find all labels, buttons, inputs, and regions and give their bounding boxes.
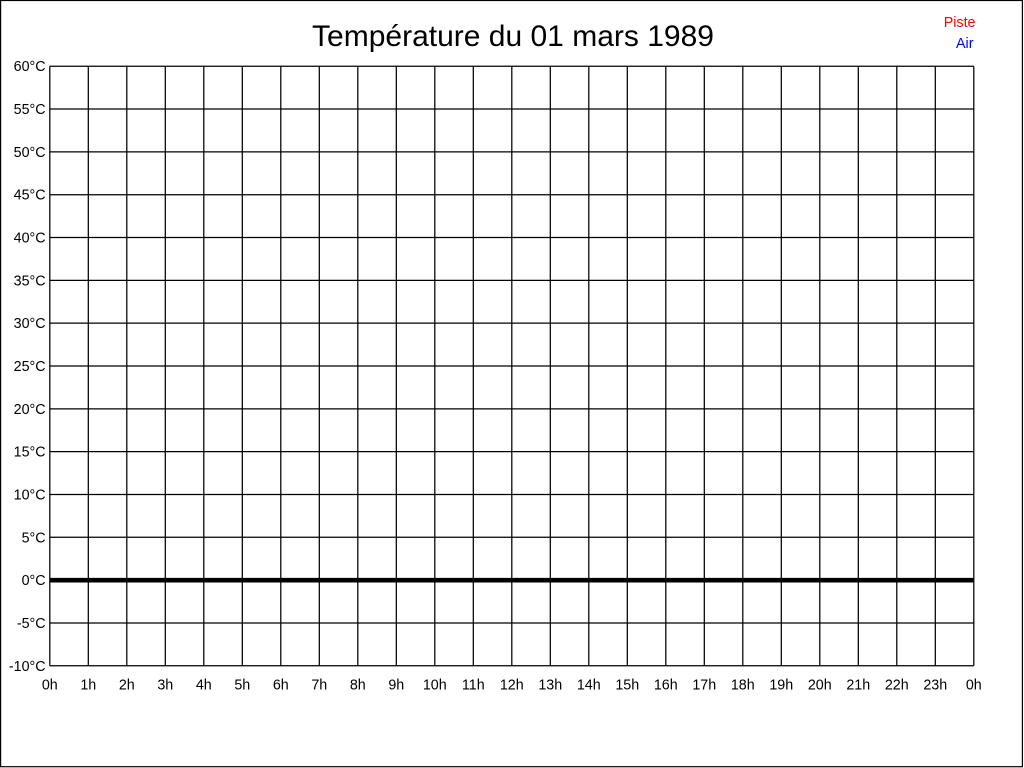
svg-text:23h: 23h bbox=[923, 677, 947, 693]
svg-text:5h: 5h bbox=[234, 677, 250, 693]
svg-text:10h: 10h bbox=[423, 677, 447, 693]
svg-text:-10°C: -10°C bbox=[9, 659, 46, 675]
svg-text:0h: 0h bbox=[42, 677, 58, 693]
svg-text:16h: 16h bbox=[654, 677, 678, 693]
svg-text:55°C: 55°C bbox=[14, 102, 46, 118]
svg-text:15h: 15h bbox=[615, 677, 639, 693]
svg-text:19h: 19h bbox=[769, 677, 793, 693]
svg-text:-5°C: -5°C bbox=[17, 616, 46, 632]
svg-text:21h: 21h bbox=[846, 677, 870, 693]
svg-text:25°C: 25°C bbox=[14, 359, 46, 375]
svg-text:0h: 0h bbox=[966, 677, 982, 693]
svg-text:Piste: Piste bbox=[944, 15, 976, 31]
svg-text:12h: 12h bbox=[500, 677, 524, 693]
svg-text:1h: 1h bbox=[80, 677, 96, 693]
svg-text:5°C: 5°C bbox=[22, 530, 46, 546]
svg-text:0°C: 0°C bbox=[22, 573, 46, 589]
svg-text:11h: 11h bbox=[462, 677, 485, 693]
svg-text:Température du 01 mars 1989: Température du 01 mars 1989 bbox=[312, 20, 714, 53]
svg-text:30°C: 30°C bbox=[14, 316, 46, 332]
svg-text:60°C: 60°C bbox=[14, 59, 46, 75]
svg-text:8h: 8h bbox=[350, 677, 366, 693]
svg-text:35°C: 35°C bbox=[14, 273, 46, 289]
svg-text:4h: 4h bbox=[196, 677, 212, 693]
svg-text:Air: Air bbox=[956, 36, 974, 52]
svg-text:50°C: 50°C bbox=[14, 145, 46, 161]
svg-text:7h: 7h bbox=[311, 677, 327, 693]
svg-text:2h: 2h bbox=[119, 677, 135, 693]
svg-text:40°C: 40°C bbox=[14, 231, 46, 247]
svg-text:17h: 17h bbox=[692, 677, 716, 693]
svg-text:20°C: 20°C bbox=[14, 402, 46, 418]
svg-text:3h: 3h bbox=[157, 677, 173, 693]
svg-text:6h: 6h bbox=[273, 677, 289, 693]
svg-text:45°C: 45°C bbox=[14, 188, 46, 204]
svg-text:10°C: 10°C bbox=[14, 487, 46, 503]
svg-text:9h: 9h bbox=[388, 677, 404, 693]
svg-text:20h: 20h bbox=[808, 677, 832, 693]
svg-text:22h: 22h bbox=[885, 677, 909, 693]
svg-text:15°C: 15°C bbox=[14, 445, 46, 461]
svg-text:14h: 14h bbox=[577, 677, 601, 693]
svg-text:18h: 18h bbox=[731, 677, 755, 693]
svg-text:13h: 13h bbox=[538, 677, 562, 693]
